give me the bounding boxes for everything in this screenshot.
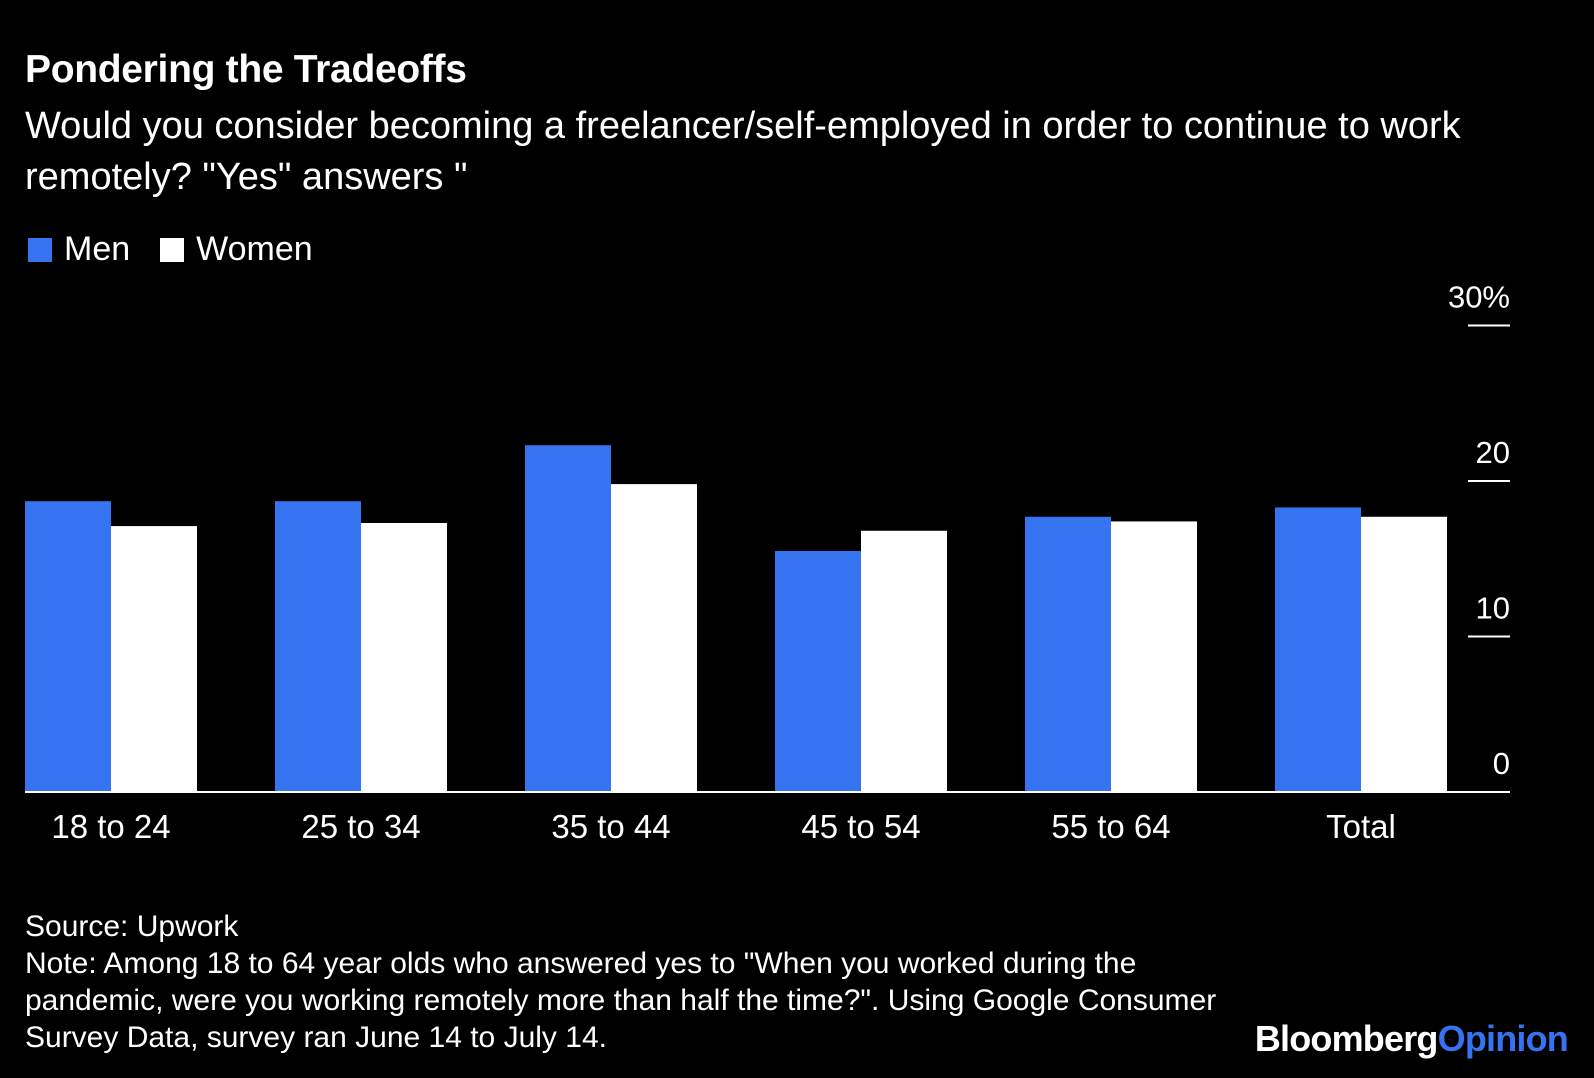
legend-swatch-women xyxy=(160,237,185,262)
x-tick-label: 45 to 54 xyxy=(801,808,920,845)
bar-men-3 xyxy=(775,550,861,792)
chart-title: Pondering the Tradeoffs xyxy=(25,48,467,91)
footer: Source: Upwork Note: Among 18 to 64 year… xyxy=(25,908,1225,1056)
legend: Men Women xyxy=(28,230,343,269)
bar-men-1 xyxy=(275,501,361,792)
bar-women-5 xyxy=(1361,516,1447,792)
legend-label-women: Women xyxy=(196,230,313,268)
bar-men-4 xyxy=(1025,516,1111,792)
legend-swatch-men xyxy=(28,237,52,262)
bar-women-0 xyxy=(111,526,197,792)
legend-label-men: Men xyxy=(64,230,131,268)
bar-chart: 18 to 24 25 to 34 35 to 44 45 to 54 55 to 64… xyxy=(25,280,1510,845)
bar-women-2 xyxy=(611,484,697,792)
bar-women-1 xyxy=(361,522,447,792)
bar-women-4 xyxy=(1111,521,1197,792)
x-tick-label: 18 to 24 xyxy=(51,808,170,845)
x-tick-label: 55 to 64 xyxy=(1051,808,1170,845)
legend-item-women: Women xyxy=(160,230,313,269)
x-tick-label: 35 to 44 xyxy=(551,808,670,845)
bloomberg-opinion-logo: BloombergOpinion xyxy=(1254,1018,1569,1060)
y-tick-label: 0 xyxy=(1493,746,1510,781)
legend-item-men: Men xyxy=(28,230,130,269)
x-tick-label: Total xyxy=(1326,808,1396,845)
chart-subtitle: Would you consider becoming a freelancer… xyxy=(25,105,1461,198)
bar-men-5 xyxy=(1275,507,1361,792)
x-tick-label: 25 to 34 xyxy=(301,808,420,845)
bar-men-2 xyxy=(525,445,611,792)
methodology-note: Note: Among 18 to 64 year olds who answe… xyxy=(25,947,1217,1054)
y-tick-label: 30% xyxy=(1448,280,1510,315)
y-tick-label: 10 xyxy=(1476,591,1510,626)
bar-men-0 xyxy=(25,501,111,792)
bar-women-3 xyxy=(861,530,947,792)
logo-accent: Opinion xyxy=(1437,1018,1569,1059)
source-note: Source: Upwork xyxy=(25,910,239,943)
logo-brand: Bloomberg xyxy=(1254,1018,1439,1059)
y-tick-label: 20 xyxy=(1476,435,1510,470)
